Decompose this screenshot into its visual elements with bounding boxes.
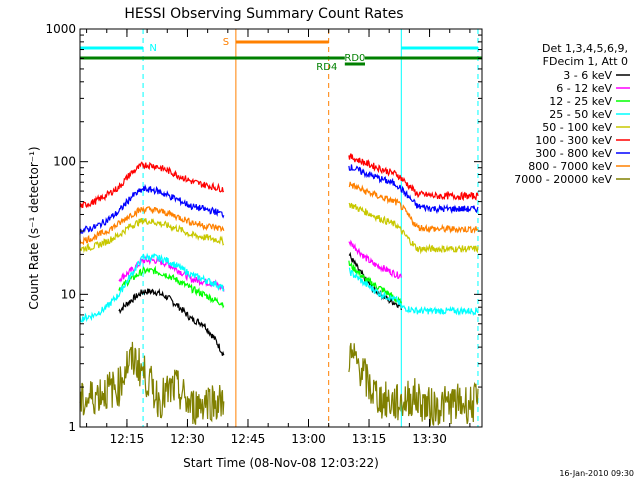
footer-date: 16-Jan-2010 09:30 (559, 469, 634, 478)
x-axis-label: Start Time (08-Nov-08 12:03:22) (183, 456, 379, 470)
series-line-3-0 (79, 252, 225, 323)
series-line-1-0 (118, 255, 225, 292)
flag-label-s: S (223, 37, 229, 48)
flag-label-n: N (149, 43, 156, 54)
flag-label-rd0: RD0 (344, 53, 365, 64)
legend-entry-label-8: 7000 - 20000 keV (514, 173, 612, 186)
series-line-5-0 (79, 161, 225, 209)
series-line-1-1 (348, 239, 402, 279)
series-line-7-1 (348, 181, 479, 234)
y-tick-label: 10 (61, 287, 76, 301)
chart-title: HESSI Observing Summary Count Rates (124, 6, 403, 22)
y-axis-label: Count Rate (s⁻¹ detector⁻¹) (27, 146, 41, 309)
legend-entry-label-1: 6 - 12 keV (556, 82, 612, 95)
series-line-6-0 (79, 183, 225, 235)
y-tick-label: 100 (53, 155, 76, 169)
series-line-0-1 (348, 251, 402, 310)
series-line-4-0 (79, 217, 225, 254)
series-line-8-1 (348, 342, 479, 426)
x-tick-label: 12:45 (231, 432, 266, 446)
series-line-4-1 (348, 202, 479, 255)
legend-entry-label-5: 100 - 300 keV (535, 134, 612, 147)
flag-label-rd4: RD4 (316, 62, 337, 73)
legend-entry-label-2: 12 - 25 keV (549, 95, 612, 108)
series-line-2-0 (118, 265, 225, 309)
series-line-0-0 (118, 287, 225, 356)
x-tick-label: 13:30 (412, 432, 447, 446)
y-tick-label: 1000 (45, 22, 76, 36)
plot-frame (79, 28, 483, 428)
y-tick-label: 1 (68, 420, 76, 434)
legend-entry-label-6: 300 - 800 keV (535, 147, 612, 160)
x-tick-label: 13:00 (291, 432, 326, 446)
legend: Det 1,3,4,5,6,9,FDecim 1, Att 03 - 6 keV… (514, 42, 630, 186)
x-tick-label: 13:15 (352, 432, 387, 446)
series-line-5-1 (348, 153, 479, 202)
x-tick-label: 12:15 (110, 432, 145, 446)
series-line-7-0 (79, 205, 225, 246)
x-tick-label: 12:30 (170, 432, 205, 446)
legend-entry-label-4: 50 - 100 keV (542, 121, 612, 134)
plot-area: N S RD4 RD0 (79, 29, 482, 427)
series-line-6-1 (348, 164, 479, 215)
legend-header-1: FDecim 1, Att 0 (543, 55, 628, 68)
axes: 1 10 100 1000 12:15 12:30 12:45 13:00 13:15 13:30 (45, 22, 482, 446)
series-line-2-1 (348, 260, 402, 307)
legend-entry-label-0: 3 - 6 keV (563, 69, 612, 82)
series-line-8-0 (79, 341, 225, 425)
legend-header-0: Det 1,3,4,5,6,9, (542, 42, 628, 55)
series-line-3-1 (348, 267, 479, 317)
legend-entry-label-7: 800 - 7000 keV (528, 160, 612, 173)
legend-entry-label-3: 25 - 50 keV (549, 108, 612, 121)
